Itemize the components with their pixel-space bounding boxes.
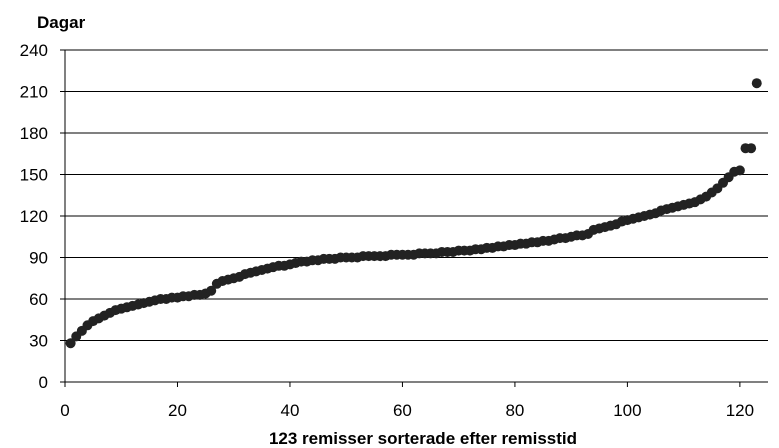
y-axis-title: Dagar (37, 13, 86, 32)
axes (60, 49, 768, 387)
y-tick-label: 60 (29, 290, 48, 309)
y-tick-label: 240 (20, 41, 48, 60)
data-point (751, 78, 762, 89)
x-tick-label: 100 (613, 401, 641, 420)
x-tick-label: 0 (60, 401, 69, 420)
x-tick-label: 40 (280, 401, 299, 420)
x-tick-label: 60 (393, 401, 412, 420)
data-point (734, 165, 745, 176)
x-tick-label: 120 (726, 401, 754, 420)
y-tick-label: 120 (20, 207, 48, 226)
y-tick-label: 0 (39, 373, 48, 392)
x-axis-title: 123 remisser sorterade efter remisstid (269, 429, 577, 448)
data-points (65, 78, 762, 349)
x-tick-labels: 0 20 40 60 80 100 120 (60, 401, 754, 420)
data-point (65, 338, 76, 349)
y-tick-label: 90 (29, 249, 48, 268)
data-point (206, 285, 217, 296)
y-tick-label: 30 (29, 332, 48, 351)
x-tick-label: 80 (505, 401, 524, 420)
y-tick-label: 150 (20, 166, 48, 185)
y-tick-label: 210 (20, 83, 48, 102)
y-tick-labels: 0 30 60 90 120 150 180 210 240 (20, 41, 48, 392)
data-point (746, 143, 757, 154)
x-tick-label: 20 (168, 401, 187, 420)
y-tick-label: 180 (20, 124, 48, 143)
